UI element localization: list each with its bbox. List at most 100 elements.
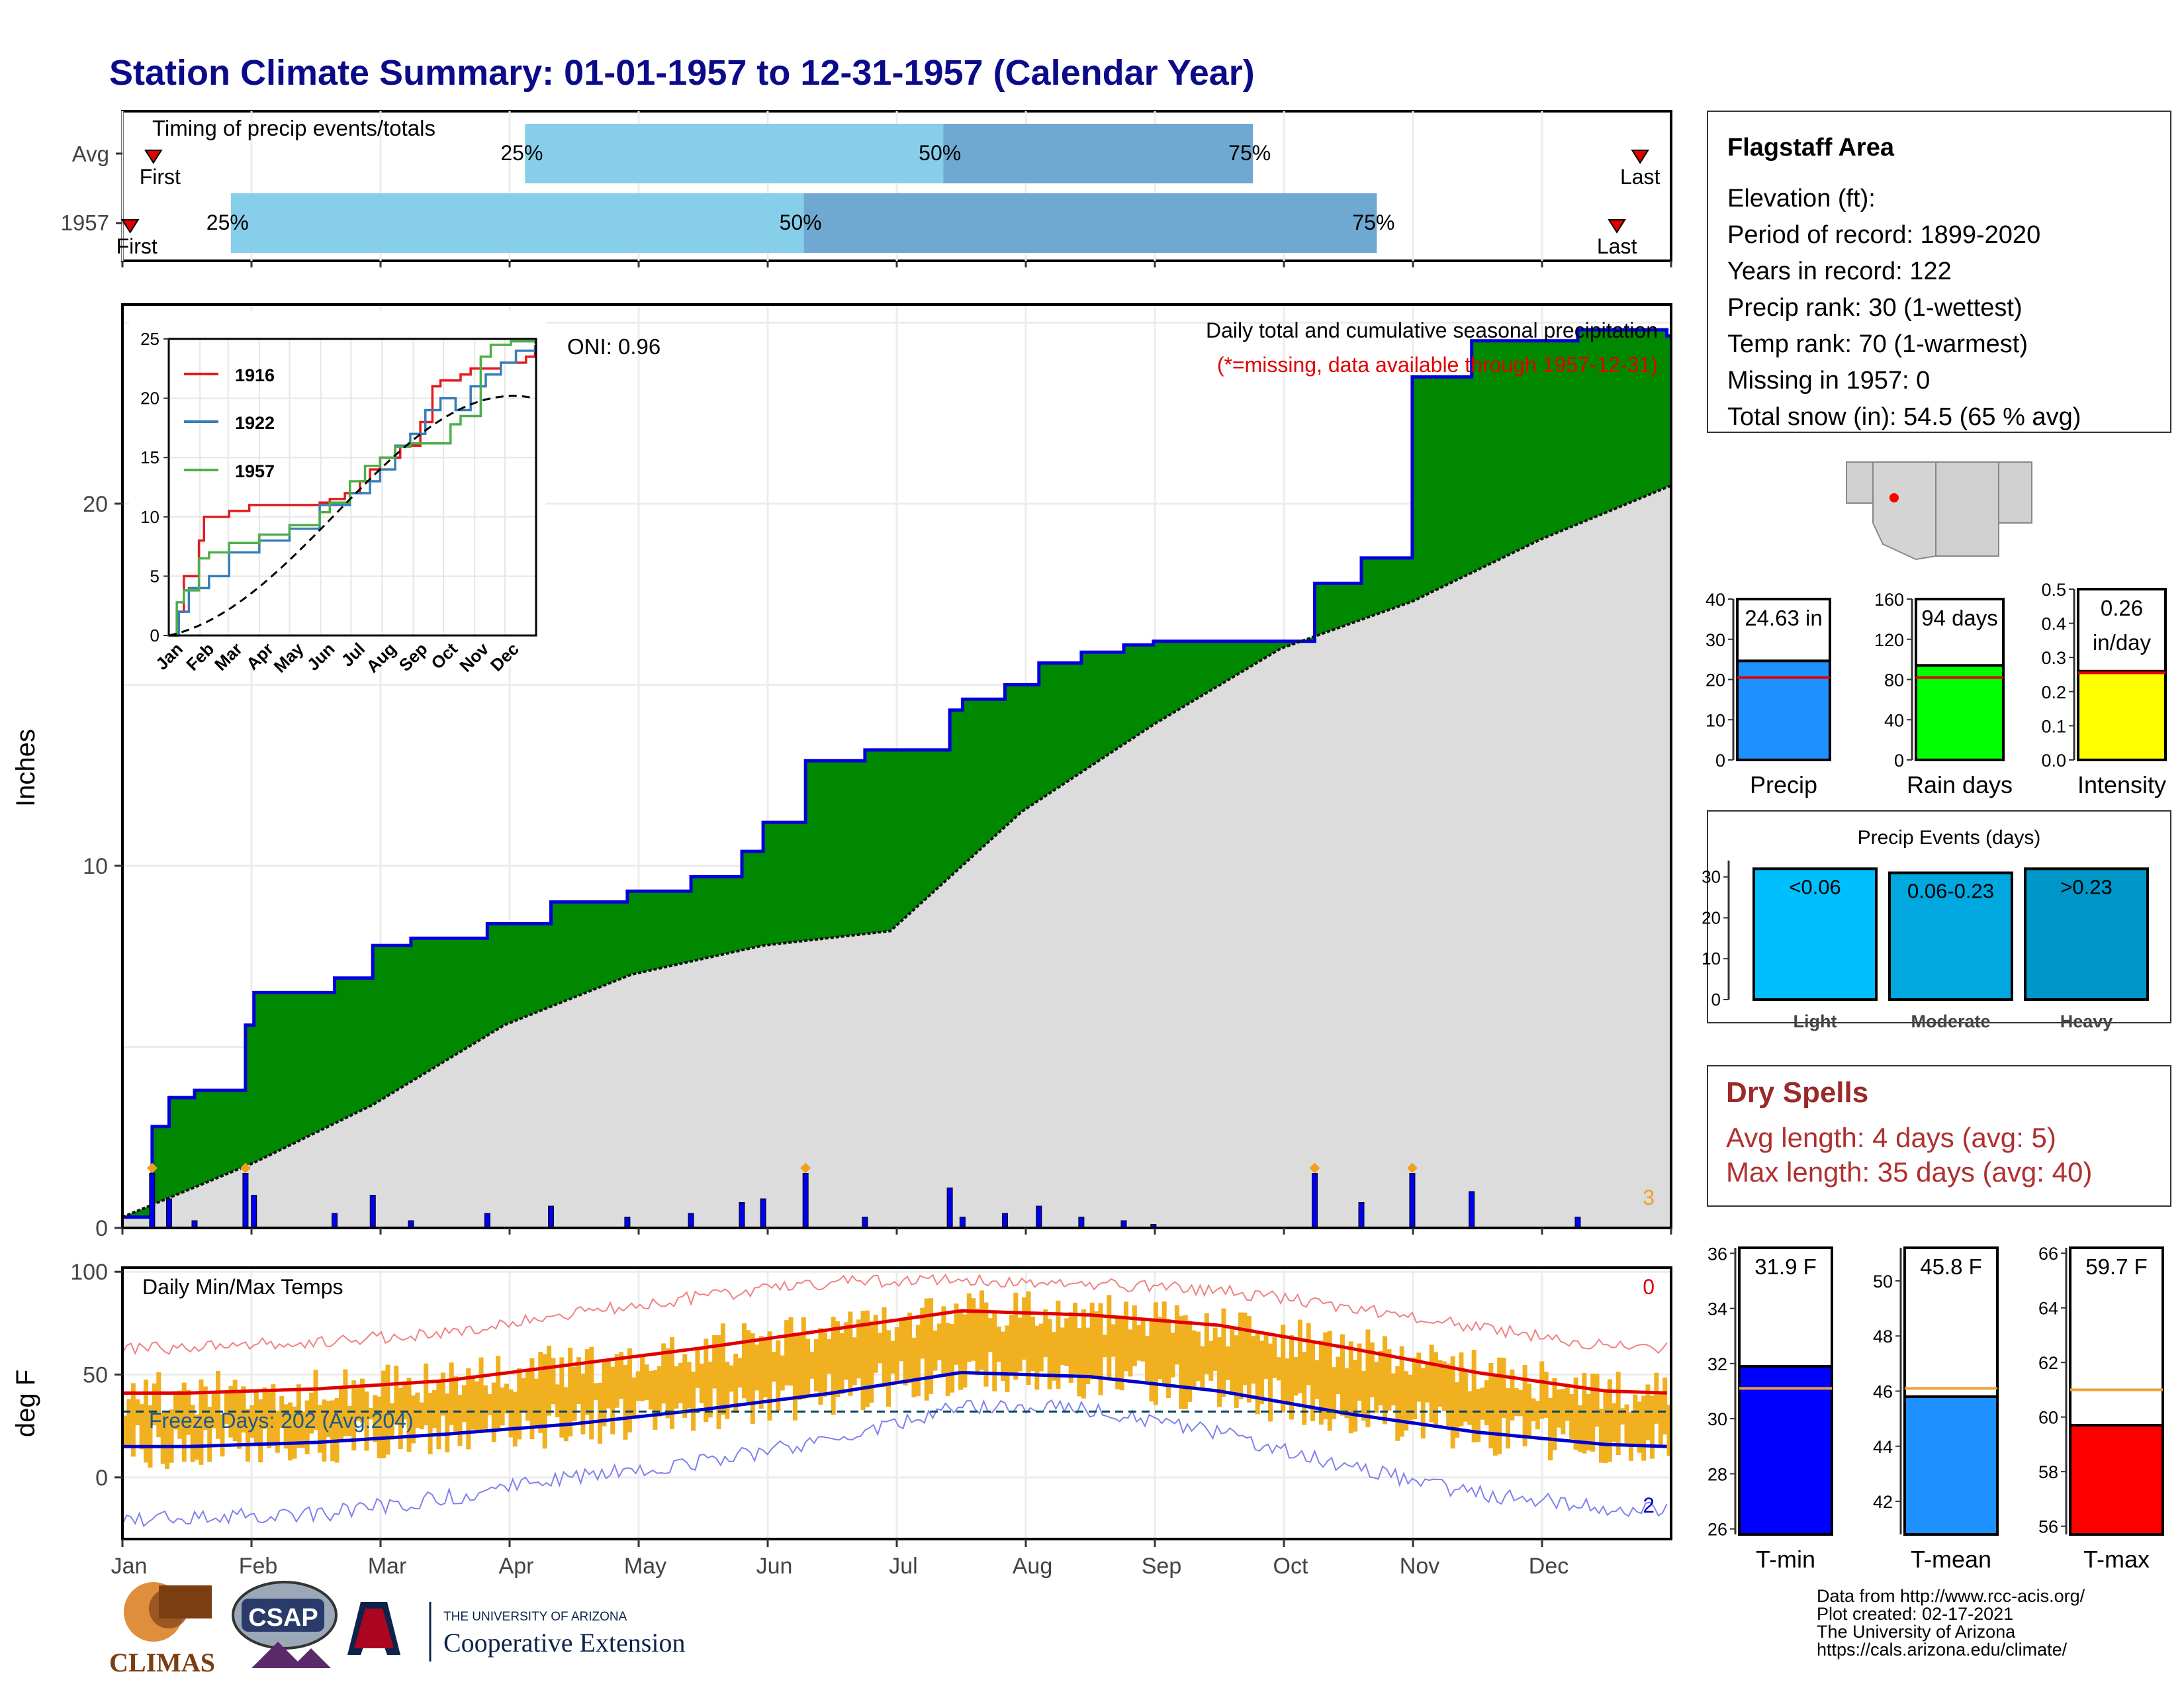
daily-temp-bar <box>322 1399 327 1462</box>
daily-temp-bar <box>207 1406 212 1462</box>
daily-temp-bar <box>864 1310 870 1407</box>
daily-precip-bar <box>484 1213 490 1229</box>
daily-temp-bar <box>496 1356 501 1429</box>
daily-temp-bar <box>907 1312 913 1383</box>
precip-panel: 0 10 20 Inches ONI: 0.96 Daily total and c… <box>11 261 1672 1241</box>
daily-temp-bar <box>445 1393 450 1453</box>
daily-temp-bar <box>797 1335 802 1400</box>
credit-line-1: Data from http://www.rcc-acis.org/ <box>1817 1586 2085 1606</box>
daily-temp-bar <box>381 1370 387 1459</box>
daily-temp-bar <box>1140 1320 1146 1362</box>
daily-temp-bar <box>1153 1302 1158 1405</box>
daily-temp-bar <box>593 1383 598 1400</box>
heavy-event-marker <box>240 1162 251 1174</box>
daily-temp-bar <box>1361 1370 1367 1421</box>
daily-temp-bar <box>436 1381 441 1450</box>
daily-temp-bar <box>1344 1368 1349 1419</box>
daily-temp-bar <box>568 1347 573 1436</box>
t-mean-tick-label: 46 <box>1873 1382 1893 1402</box>
daily-precip-bar <box>332 1213 338 1229</box>
daily-temp-bar <box>487 1394 492 1415</box>
inset-ytick-label: 25 <box>140 329 159 349</box>
daily-temp-bar <box>1170 1333 1175 1378</box>
daily-temp-bar <box>1318 1340 1324 1425</box>
daily-temp-bar <box>606 1358 611 1409</box>
daily-temp-bar <box>186 1390 191 1435</box>
temperature-panel: 0 50 100 deg F Daily Min/Max Temps Freeze … <box>11 1260 1672 1579</box>
daily-temp-bar <box>1654 1372 1659 1424</box>
daily-temp-bar <box>763 1338 768 1397</box>
daily-temp-bar <box>373 1395 378 1442</box>
daily-temp-bar <box>1238 1312 1244 1399</box>
daily-temp-bar <box>555 1384 560 1418</box>
daily-temp-bar <box>521 1378 526 1411</box>
daily-temp-bar <box>1527 1383 1532 1436</box>
daily-temp-bar <box>126 1399 132 1448</box>
rain-days-tick-label: 0 <box>1894 751 1904 771</box>
t-min-tick-label: 34 <box>1707 1299 1727 1319</box>
station-name: Flagstaff Area <box>1727 134 1895 162</box>
timing-label-75: 75% <box>1352 211 1394 234</box>
daily-precip-bar <box>1001 1213 1008 1229</box>
csap-text: CSAP <box>248 1604 318 1632</box>
precip-total-value: 24.63 in <box>1745 606 1822 630</box>
daily-temp-bar <box>1378 1350 1383 1406</box>
daily-temp-bar <box>406 1378 412 1452</box>
daily-temp-bar <box>1353 1360 1358 1432</box>
daily-temp-bar <box>245 1409 250 1462</box>
daily-temp-bar <box>165 1412 170 1470</box>
daily-temp-bar <box>1505 1387 1510 1449</box>
daily-temp-bar <box>1599 1409 1604 1463</box>
daily-temp-bar <box>475 1381 480 1433</box>
daily-temp-bar <box>882 1307 887 1387</box>
t-min-tick-label: 36 <box>1707 1244 1727 1264</box>
daily-temp-bar <box>716 1335 721 1429</box>
station-info-line: Temp rank: 70 (1-warmest) <box>1727 330 2028 358</box>
daily-temp-bar <box>1174 1305 1179 1365</box>
daily-temp-bar <box>1200 1346 1205 1387</box>
daily-temp-bar <box>670 1336 675 1430</box>
daily-temp-bar <box>1531 1398 1536 1422</box>
daily-temp-bar <box>241 1386 246 1433</box>
daily-temp-bar <box>1429 1344 1434 1423</box>
daily-temp-bar <box>1404 1371 1409 1431</box>
daily-temp-bar <box>266 1391 271 1448</box>
daily-temp-bar <box>827 1338 832 1374</box>
daily-temp-bar <box>1565 1387 1570 1421</box>
daily-temp-bar <box>1561 1389 1566 1434</box>
daily-temp-bar <box>1450 1356 1455 1449</box>
daily-temp-bar <box>584 1349 590 1415</box>
precip-ylabel: Inches <box>11 729 40 807</box>
daily-temp-bar <box>598 1382 603 1444</box>
daily-temp-bar <box>338 1386 343 1442</box>
daily-temp-bar <box>869 1321 874 1403</box>
intensity-tick-label: 0.4 <box>2041 614 2066 634</box>
csap-logo: CSAP <box>232 1581 338 1668</box>
event-bar-heavy <box>2024 867 2149 1001</box>
daily-temp-bar <box>1204 1313 1209 1374</box>
daily-temp-bar <box>1336 1356 1341 1395</box>
daily-temp-bar <box>525 1370 531 1421</box>
event-bar-value: 0.06-0.23 <box>1907 880 1994 903</box>
daily-temp-bar <box>538 1352 543 1433</box>
daily-temp-bar <box>822 1332 827 1397</box>
daily-temp-bar <box>856 1319 862 1379</box>
daily-temp-bar <box>1412 1357 1417 1420</box>
daily-temp-bar <box>517 1368 522 1440</box>
daily-temp-bar <box>1518 1390 1524 1417</box>
event-bar-light <box>1752 867 1878 1001</box>
station-info-line: Precip rank: 30 (1-wettest) <box>1727 294 2023 322</box>
rain-days-label: Rain days <box>1907 771 2013 798</box>
daily-temp-bar <box>160 1413 165 1464</box>
t-mean-tick-label: 48 <box>1873 1327 1893 1346</box>
daily-temp-bar <box>1582 1372 1587 1454</box>
inset-legend: 1916 1922 1957 <box>184 365 275 481</box>
event-bar-value: >0.23 <box>2060 875 2112 898</box>
daily-temp-bar <box>818 1328 823 1405</box>
climas-logo: CLIMAS <box>109 1582 215 1677</box>
daily-temp-bar <box>852 1337 857 1385</box>
daily-temp-bar <box>1107 1295 1112 1381</box>
credit-line-3: The University of Arizona <box>1817 1622 2016 1642</box>
daily-temp-bar <box>262 1387 267 1429</box>
daily-temp-bar <box>653 1370 658 1430</box>
